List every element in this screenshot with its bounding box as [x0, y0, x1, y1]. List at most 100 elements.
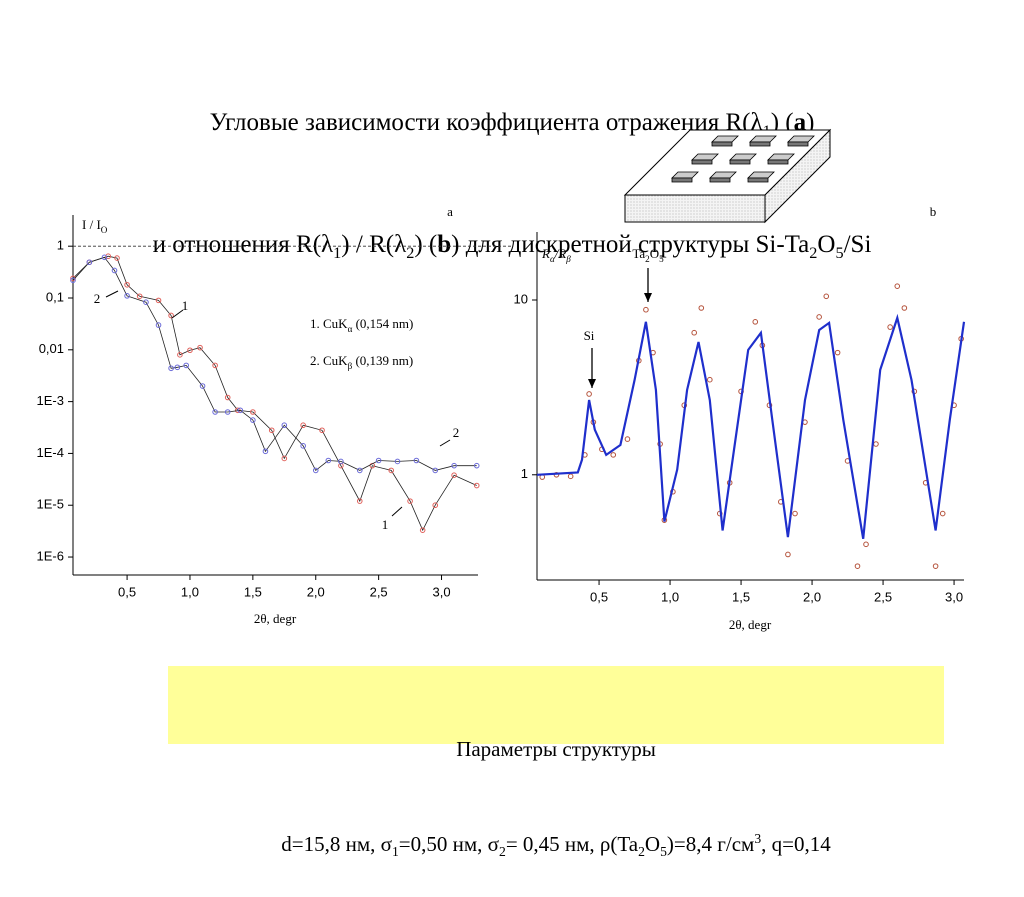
- data-point: [183, 362, 189, 369]
- data-point: [887, 324, 893, 330]
- data-point: [873, 441, 879, 447]
- data-point: [268, 427, 275, 434]
- data-point: [199, 383, 206, 389]
- annotation: Ta2O5: [632, 246, 664, 264]
- data-point: [939, 510, 946, 517]
- text-run: I / I: [82, 217, 101, 232]
- params-text: O: [644, 832, 661, 856]
- data-point: [262, 448, 269, 455]
- label-leader: [439, 439, 451, 447]
- data-point: [394, 458, 401, 465]
- arrow-head: [588, 379, 596, 388]
- x-tick-label: 0,5: [118, 584, 136, 599]
- data-point: [610, 452, 617, 458]
- x-tick-label: 3,0: [945, 589, 963, 604]
- params-text: = 0,45 нм, ρ(Ta: [505, 832, 639, 856]
- sample-illustration: [623, 128, 832, 224]
- data-point: [281, 455, 288, 462]
- data-point: [312, 467, 319, 474]
- text-run: R: [541, 246, 550, 261]
- label-leader: [171, 309, 184, 319]
- params-sub: 2: [498, 844, 506, 860]
- data-point: [451, 472, 457, 478]
- title-sub: 1: [333, 244, 342, 262]
- text-run: α: [550, 254, 555, 264]
- data-point: [586, 391, 592, 397]
- data-point: [187, 347, 193, 354]
- charts: 1 0,1 0,01 1E-3 1E-4 1E-5 1E-6 0,5 1,0 1,5 2,0 2,5 3…: [37, 128, 966, 632]
- title-bold: b: [437, 231, 452, 258]
- label-leader: [391, 506, 403, 517]
- y-tick-label: 0,01: [39, 341, 64, 356]
- data-point: [124, 281, 130, 288]
- title-sub: 2: [809, 244, 818, 262]
- data-point: [691, 329, 697, 336]
- title-sub: 5: [835, 244, 844, 262]
- data-point: [124, 293, 130, 299]
- chip-side: [749, 141, 771, 147]
- chip-side: [767, 159, 789, 165]
- params-text: =0,50 нм, σ: [398, 832, 499, 856]
- text-run: Si: [584, 328, 595, 343]
- params-line: d=15,8 нм, σ1=0,50 нм, σ2= 0,45 нм, ρ(Ta…: [168, 824, 944, 867]
- data-point: [86, 259, 93, 266]
- chip-side: [711, 141, 733, 147]
- title-text: O: [817, 231, 836, 258]
- x-axis-label: 2θ, degr: [254, 611, 297, 626]
- text-run: 2. CuK: [310, 353, 348, 368]
- text-run: 2: [645, 254, 650, 264]
- series-line: [536, 313, 966, 539]
- data-point: [105, 253, 112, 260]
- data-point: [792, 510, 798, 517]
- params-sub: 5: [660, 844, 667, 860]
- params-text: , q=0,14: [761, 832, 831, 856]
- slide-title: Угловые зависимости коэффициента отражен…: [0, 28, 1024, 310]
- data-point: [388, 467, 395, 474]
- params-sub: 1: [391, 844, 399, 860]
- data-point: [338, 458, 344, 465]
- y-tick-label: 0,1: [46, 289, 64, 304]
- x-tick-label: 2,5: [874, 589, 892, 604]
- data-point: [932, 563, 939, 569]
- parameters-box: Параметры структуры d=15,8 нм, σ1=0,50 н…: [168, 666, 944, 859]
- panel-label: a: [447, 204, 453, 219]
- data-point: [143, 299, 149, 305]
- text-run: (0,139 nm): [352, 353, 413, 368]
- text-run: 5: [659, 254, 664, 264]
- y-tick-label: 1E-3: [37, 393, 64, 408]
- text-run: 1. CuK: [310, 316, 348, 331]
- title-text: и отношения R(λ: [152, 231, 334, 258]
- annotation: Si: [584, 328, 595, 343]
- x-tick-label: 0,5: [590, 589, 608, 604]
- title-text: ) / R(λ: [341, 231, 407, 258]
- params-sub: 2: [638, 844, 645, 860]
- curve-label: 2: [453, 425, 460, 440]
- data-point: [325, 457, 332, 464]
- data-point: [473, 462, 480, 469]
- text-run: /R: [554, 246, 567, 261]
- data-point: [250, 409, 256, 415]
- curve-label: 1: [382, 517, 389, 532]
- data-point: [224, 409, 231, 415]
- y-axis-label: Rα/Rβ: [541, 246, 571, 264]
- data-point: [101, 254, 108, 261]
- series-line: [72, 256, 477, 472]
- panel-label: b: [930, 204, 937, 219]
- data-point: [567, 473, 574, 480]
- text-run: α: [348, 324, 353, 334]
- data-point: [375, 457, 382, 464]
- y-tick-label: 1E-5: [37, 497, 64, 512]
- legend-entry: 1. CuKα (0,154 nm): [310, 316, 413, 334]
- data-point: [155, 322, 162, 328]
- chip-side: [729, 159, 751, 165]
- y-tick-label: 10: [514, 291, 528, 306]
- data-point: [894, 283, 901, 289]
- data-point: [300, 422, 306, 429]
- data-point: [901, 305, 908, 311]
- data-point: [419, 527, 426, 533]
- params-sup: 3: [754, 831, 762, 846]
- chart: 1 0,1 0,01 1E-3 1E-4 1E-5 1E-6 0,5 1,0 1,5 2,0 2,5 3…: [37, 204, 512, 626]
- chip-side: [691, 159, 713, 165]
- title-text: ) (: [770, 109, 794, 136]
